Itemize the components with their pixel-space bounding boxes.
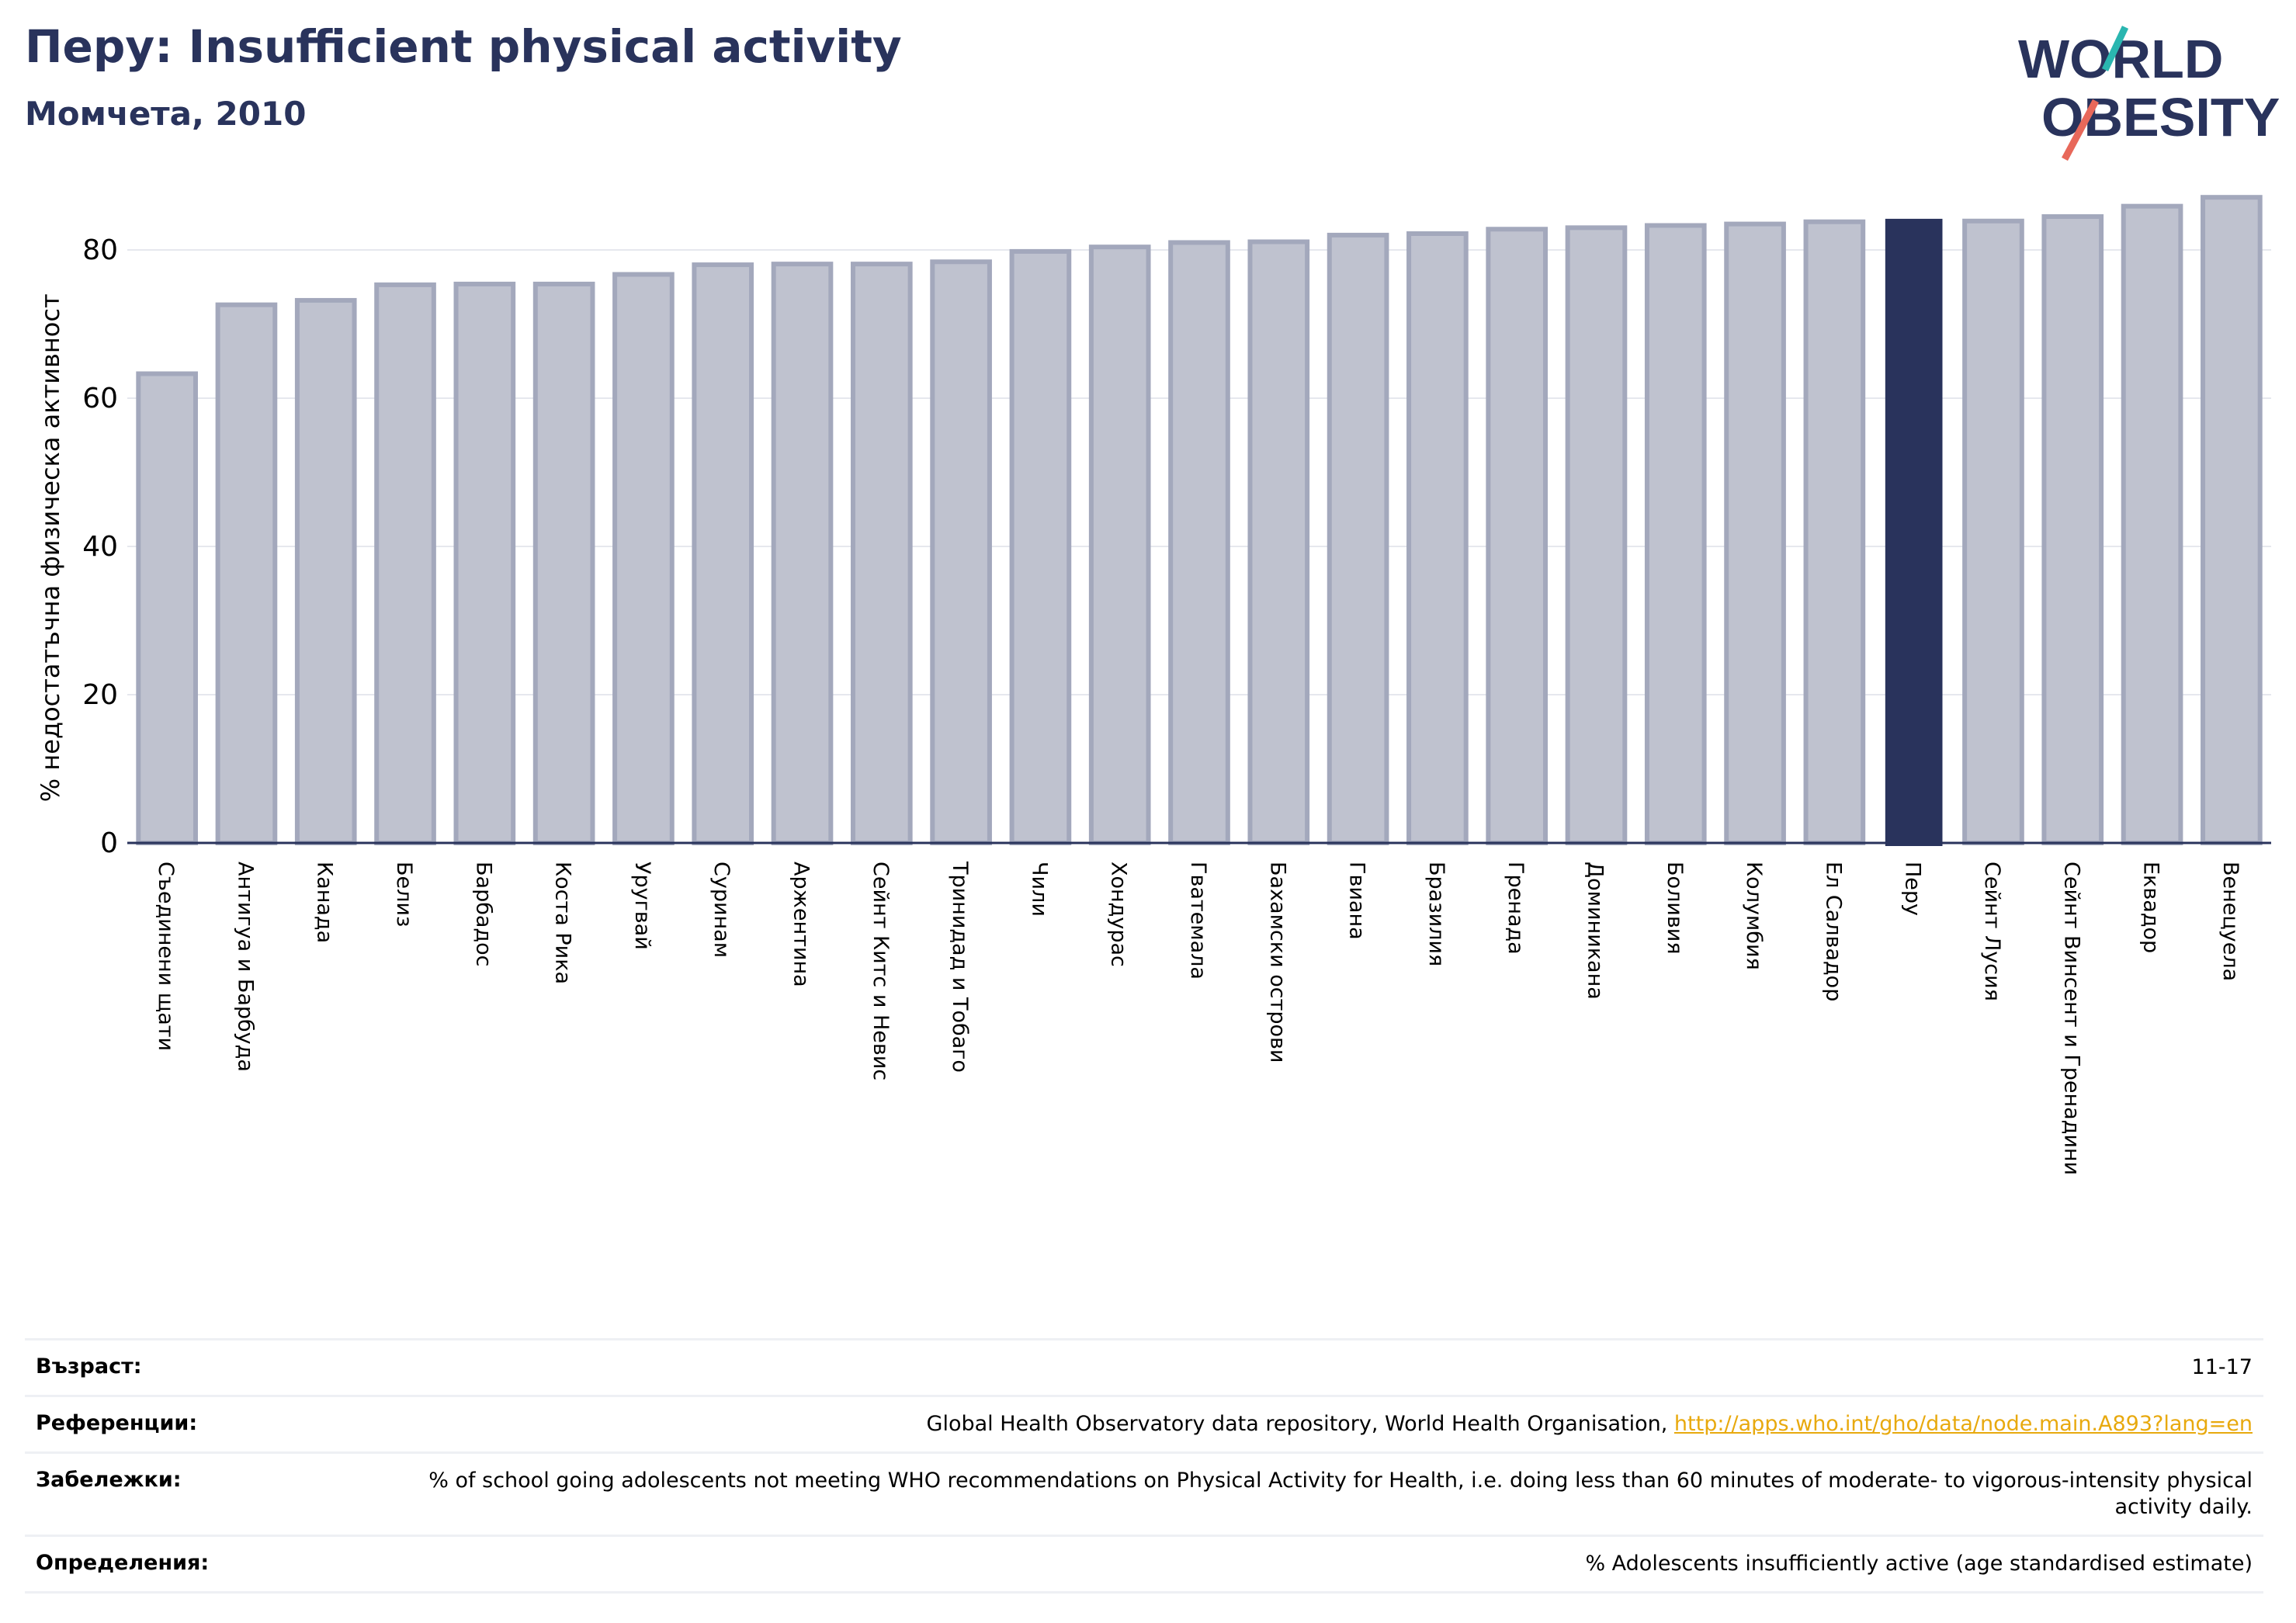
reference-link[interactable]: http://apps.who.int/gho/data/node.main.A… — [1673, 1412, 2253, 1436]
bar — [1962, 218, 2024, 845]
bar — [2041, 214, 2104, 845]
meta-row-definitions: Определения: % Adolescents insufficientl… — [25, 1535, 2263, 1593]
y-tick-label: 0 — [100, 827, 118, 859]
bar — [1724, 221, 1786, 845]
bar — [771, 262, 834, 845]
x-tick-label: Гвиана — [1345, 862, 1369, 940]
bar — [374, 282, 436, 845]
bar — [294, 297, 357, 845]
bar — [1327, 232, 1389, 845]
reference-text: Global Health Observatory data repositor… — [926, 1412, 1674, 1436]
bar — [1009, 248, 1072, 846]
x-tick-label: Еквадор — [2139, 862, 2163, 953]
bar — [1486, 227, 1549, 845]
x-tick-label: Канада — [313, 862, 337, 943]
x-tick-label: Перу — [1901, 862, 1925, 916]
bar — [136, 371, 198, 845]
y-tick-label: 20 — [82, 679, 118, 711]
y-tick-label: 80 — [82, 234, 118, 266]
logo-slash-coral — [2062, 99, 2099, 161]
meta-label-references: Референции: — [36, 1411, 198, 1435]
y-axis-label: % недостатъчна физическа активност — [36, 293, 65, 802]
meta-row-age: Възраст: 11-17 — [25, 1339, 2263, 1396]
x-tick-label: Суринам — [709, 862, 734, 958]
x-tick-label: Ел Салвадор — [1821, 862, 1845, 1001]
page-title: Перу: Insufficient physical activity — [25, 20, 902, 73]
x-tick-label: Барбадос — [471, 862, 495, 966]
x-tick-label: Тринидад и Тобаго — [948, 861, 972, 1073]
bar — [1803, 219, 1866, 845]
bar — [453, 281, 516, 845]
world-obesity-logo: WORLD OBESITY — [2018, 26, 2280, 161]
x-tick-label: Чили — [1027, 862, 1051, 917]
x-tick-label: Сейнт Лусия — [1980, 862, 2004, 1001]
meta-row-references: Референции: Global Health Observatory da… — [25, 1396, 2263, 1453]
bar — [215, 302, 278, 846]
x-tick-label: Доминикана — [1583, 862, 1607, 1000]
x-tick-label: Сейнт Винсент и Гренадини — [2059, 862, 2083, 1175]
x-tick-label: Бразилия — [1424, 862, 1448, 966]
x-tick-label: Съединени щати — [154, 862, 178, 1051]
x-tick-label: Хондурас — [1107, 862, 1131, 967]
bar — [612, 272, 675, 845]
x-tick-label: Антигуа и Барбуда — [233, 862, 257, 1072]
meta-row-notes: Забележки: % of school going adolescents… — [25, 1452, 2263, 1536]
bar — [2201, 195, 2263, 845]
bar — [1565, 225, 1628, 846]
logo-slash-teal — [2101, 26, 2129, 71]
y-tick-label: 60 — [82, 383, 118, 414]
bar-chart: 0 20 40 60 80 Съединени щати Антигуа и Барбуд… — [36, 195, 2271, 1175]
meta-label-notes: Забележки: — [36, 1468, 182, 1492]
meta-value-references: Global Health Observatory data repositor… — [357, 1396, 2263, 1453]
y-tick-labels: 0 20 40 60 80 — [82, 234, 118, 859]
bar — [1088, 244, 1151, 845]
bar — [1885, 218, 1943, 846]
logo-text-world: WORLD — [2018, 29, 2223, 89]
x-tick-label: Сейнт Китс и Невис — [869, 862, 893, 1080]
bar — [2121, 203, 2183, 845]
meta-label-age: Възраст: — [36, 1354, 142, 1379]
bars — [136, 195, 2263, 846]
bar — [1406, 231, 1469, 845]
bar — [930, 259, 992, 845]
meta-value-definitions: % Adolescents insufficiently active (age… — [1585, 1552, 2253, 1576]
x-tick-label: Уругвай — [630, 862, 654, 950]
bar — [1168, 240, 1230, 845]
x-tick-label: Колумбия — [1742, 862, 1766, 970]
bar — [1644, 223, 1707, 845]
page-subtitle: Момчета, 2010 — [25, 95, 307, 133]
x-tick-label: Боливия — [1663, 862, 1687, 955]
meta-label-definitions: Определения: — [36, 1551, 210, 1575]
x-tick-label: Венецуела — [2218, 862, 2242, 981]
bar — [1247, 239, 1310, 845]
meta-value-age: 11-17 — [2191, 1355, 2253, 1379]
x-tick-label: Аржентина — [789, 862, 813, 987]
bar — [850, 262, 913, 845]
x-tick-labels: Съединени щати Антигуа и Барбуда Канада Бел… — [154, 861, 2242, 1175]
x-tick-label: Белиз — [392, 862, 416, 927]
y-tick-label: 40 — [82, 531, 118, 563]
bar — [532, 281, 595, 845]
x-tick-label: Гватемала — [1186, 862, 1210, 980]
bar — [692, 262, 754, 846]
x-tick-label: Бахамски острови — [1265, 862, 1289, 1063]
logo-text-obesity: OBESITY — [2041, 87, 2280, 147]
metadata-table: Възраст: 11-17 Референции: Global Health… — [25, 1338, 2263, 1594]
x-tick-label: Коста Рика — [551, 862, 575, 984]
x-tick-label: Гренада — [1503, 862, 1528, 955]
meta-value-notes: % of school going adolescents not meetin… — [428, 1469, 2253, 1519]
